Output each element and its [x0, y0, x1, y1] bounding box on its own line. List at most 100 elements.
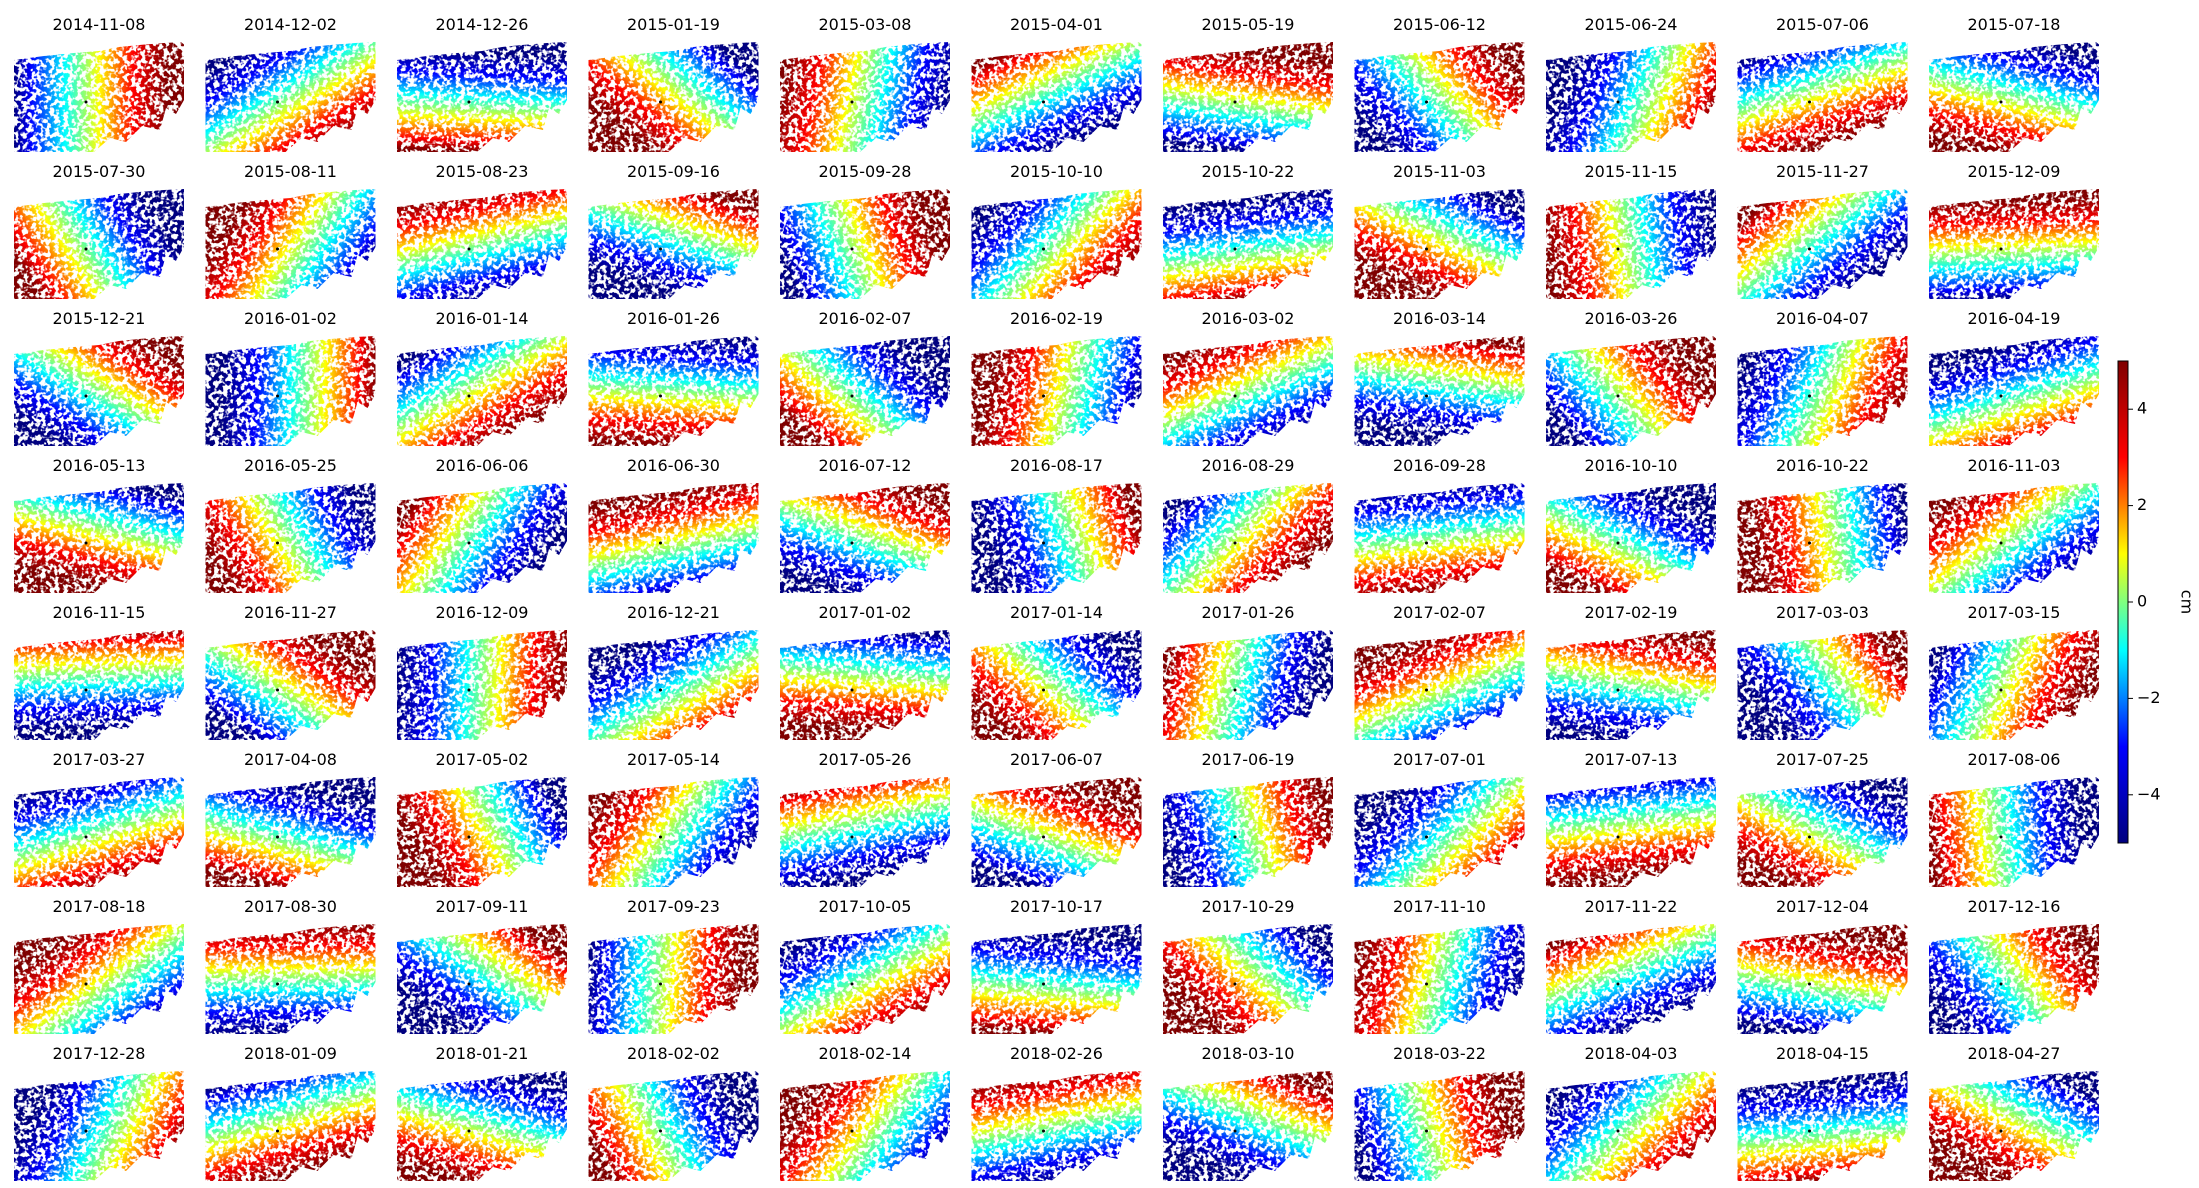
interferogram — [1929, 42, 2099, 152]
interferogram — [1737, 777, 1908, 887]
panel-title: 2016-12-21 — [627, 603, 720, 622]
panel-title: 2016-10-10 — [1585, 456, 1678, 475]
panel-title: 2014-11-08 — [53, 15, 146, 34]
panel-title: 2018-03-10 — [1202, 1044, 1295, 1063]
panel-title: 2017-05-14 — [627, 750, 720, 769]
panel-title: 2016-09-28 — [1393, 456, 1486, 475]
interferogram — [588, 189, 759, 299]
panel-title: 2017-01-26 — [1202, 603, 1295, 622]
interferogram — [1929, 777, 2099, 887]
panel-title: 2015-11-15 — [1585, 162, 1678, 181]
panel-title: 2015-11-27 — [1776, 162, 1869, 181]
interferogram — [1163, 42, 1333, 152]
panel-title: 2015-07-30 — [53, 162, 146, 181]
interferogram — [1737, 1071, 1908, 1181]
interferogram — [14, 630, 184, 740]
interferogram — [1546, 189, 1716, 299]
interferogram — [588, 924, 759, 1034]
interferogram — [588, 483, 759, 593]
panel-title: 2015-10-10 — [1010, 162, 1103, 181]
panel-title: 2015-03-08 — [819, 15, 912, 34]
panel-title: 2018-04-03 — [1585, 1044, 1678, 1063]
panel-title: 2017-03-03 — [1776, 603, 1869, 622]
interferogram — [1737, 189, 1908, 299]
panel-title: 2015-09-28 — [819, 162, 912, 181]
panel-title: 2016-11-15 — [53, 603, 146, 622]
panel-title: 2017-10-29 — [1202, 897, 1295, 916]
interferogram — [1354, 924, 1525, 1034]
panel-title: 2017-09-11 — [436, 897, 529, 916]
interferogram — [1163, 924, 1333, 1034]
panel-title: 2015-01-19 — [627, 15, 720, 34]
interferogram — [397, 630, 567, 740]
interferogram — [971, 630, 1142, 740]
interferogram — [1546, 336, 1716, 446]
panel-title: 2017-12-28 — [53, 1044, 146, 1063]
panel-title: 2016-10-22 — [1776, 456, 1869, 475]
panel-title: 2017-08-30 — [244, 897, 337, 916]
panel-title: 2015-10-22 — [1202, 162, 1295, 181]
interferogram — [205, 483, 376, 593]
panel-title: 2015-06-12 — [1393, 15, 1486, 34]
interferogram — [588, 777, 759, 887]
panel-title: 2016-08-17 — [1010, 456, 1103, 475]
panel-title: 2017-08-06 — [1968, 750, 2061, 769]
panel-title: 2016-04-07 — [1776, 309, 1869, 328]
interferogram — [588, 1071, 759, 1181]
interferogram — [780, 924, 950, 1034]
panel-title: 2015-04-01 — [1010, 15, 1103, 34]
panel-title: 2015-07-18 — [1968, 15, 2061, 34]
interferogram — [14, 777, 184, 887]
interferogram — [14, 483, 184, 593]
interferogram — [1737, 630, 1908, 740]
interferogram — [397, 336, 567, 446]
panel-title: 2017-07-01 — [1393, 750, 1486, 769]
panel-title: 2017-06-19 — [1202, 750, 1295, 769]
interferogram — [205, 924, 376, 1034]
panel-title: 2016-03-14 — [1393, 309, 1486, 328]
panel-title: 2016-11-27 — [244, 603, 337, 622]
interferogram — [397, 189, 567, 299]
panel-title: 2015-06-24 — [1585, 15, 1678, 34]
panel-title: 2018-02-02 — [627, 1044, 720, 1063]
panel-title: 2016-01-26 — [627, 309, 720, 328]
interferogram — [780, 1071, 950, 1181]
interferogram — [1354, 483, 1525, 593]
panel-title: 2017-07-13 — [1585, 750, 1678, 769]
panel-title: 2015-12-09 — [1968, 162, 2061, 181]
panel-title: 2015-07-06 — [1776, 15, 1869, 34]
interferogram — [1163, 777, 1333, 887]
panel-title: 2017-06-07 — [1010, 750, 1103, 769]
interferogram — [971, 924, 1142, 1034]
interferogram — [1929, 630, 2099, 740]
interferogram — [397, 1071, 567, 1181]
panel-title: 2015-08-23 — [436, 162, 529, 181]
interferogram — [205, 630, 376, 740]
interferogram — [205, 1071, 376, 1181]
interferogram — [1354, 189, 1525, 299]
interferogram — [1163, 336, 1333, 446]
panel-title: 2016-05-25 — [244, 456, 337, 475]
interferogram — [1354, 1071, 1525, 1181]
panel-title: 2017-09-23 — [627, 897, 720, 916]
interferogram — [397, 483, 567, 593]
interferogram — [1354, 42, 1525, 152]
panel-title: 2016-11-03 — [1968, 456, 2061, 475]
panel-title: 2018-04-27 — [1968, 1044, 2061, 1063]
panel-title: 2016-01-14 — [436, 309, 529, 328]
panel-title: 2018-01-21 — [436, 1044, 529, 1063]
interferogram — [1737, 924, 1908, 1034]
colorbar-tick-label: −2 — [2137, 688, 2161, 707]
panel-title: 2017-05-02 — [436, 750, 529, 769]
panel-title: 2017-10-05 — [819, 897, 912, 916]
interferogram — [1546, 777, 1716, 887]
panel-title: 2017-08-18 — [53, 897, 146, 916]
panel-title: 2016-06-30 — [627, 456, 720, 475]
interferogram — [1929, 336, 2099, 446]
panel-title: 2016-12-09 — [436, 603, 529, 622]
interferogram — [1546, 42, 1716, 152]
interferogram — [971, 189, 1142, 299]
panel-title: 2015-12-21 — [53, 309, 146, 328]
interferogram — [1354, 336, 1525, 446]
panel-title: 2016-02-19 — [1010, 309, 1103, 328]
